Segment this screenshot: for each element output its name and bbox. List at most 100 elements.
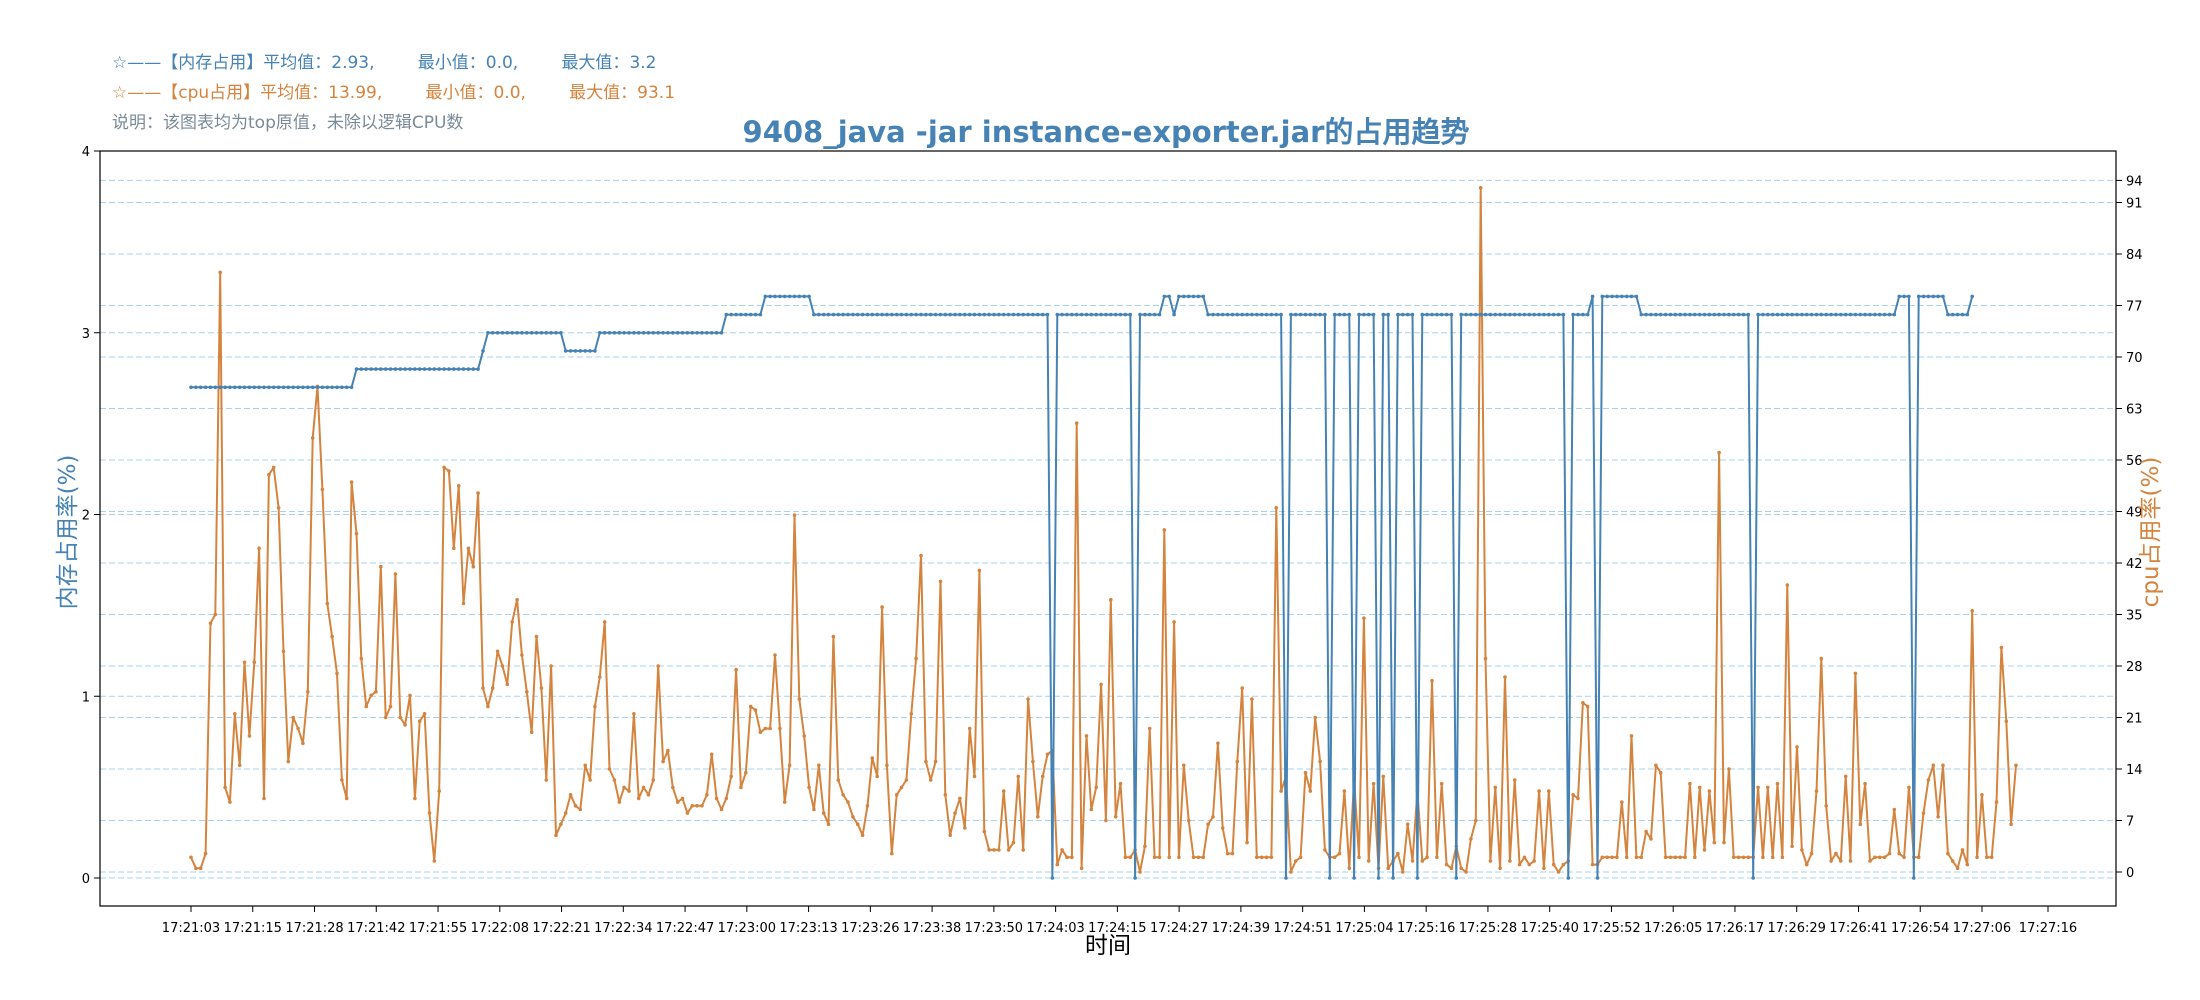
memory-series-point [539, 331, 544, 335]
cpu-series-point [656, 664, 660, 668]
memory-series-point [1882, 312, 1887, 317]
memory-series-point [1707, 312, 1712, 317]
cpu-series-point [627, 789, 631, 793]
cpu-series-point [281, 649, 286, 654]
cpu-series-point [1688, 781, 1692, 786]
cpu-series-point [1109, 598, 1113, 602]
cpu-series-point [1040, 774, 1045, 779]
cpu-series-point [1245, 840, 1249, 845]
cpu-series-point [1405, 822, 1410, 826]
memory-series-point [1415, 876, 1420, 880]
x-tick-label: 17:26:29 [1768, 921, 1826, 936]
memory-series-point [1055, 312, 1060, 317]
x-tick-label: 17:21:28 [285, 921, 343, 936]
cpu-series-point [1206, 822, 1210, 826]
cpu-series-point [1225, 851, 1230, 856]
cpu-series-point [904, 778, 909, 782]
cpu-series-point [1104, 818, 1108, 823]
memory-series-point [1873, 312, 1877, 317]
memory-series-point [1483, 312, 1488, 317]
cpu-series-point [1347, 866, 1352, 871]
memory-series-point [787, 294, 792, 299]
x-tick-label: 17:24:03 [1026, 921, 1084, 936]
y-tick-label-left: 1 [82, 690, 90, 705]
cpu-series-point [218, 270, 222, 275]
cpu-series-point [690, 804, 695, 808]
cpu-series-point [481, 686, 485, 690]
memory-series-point [1235, 312, 1240, 317]
memory-series-point [992, 312, 996, 317]
cpu-series-point [1824, 804, 1828, 808]
cpu-series-point [1712, 840, 1717, 845]
memory-series-point [817, 312, 821, 317]
memory-series-point [1211, 312, 1215, 317]
memory-series-point [398, 367, 403, 371]
memory-series-point [1094, 312, 1098, 317]
cpu-series-point [748, 704, 753, 709]
x-tick-label: 17:27:06 [1953, 921, 2011, 936]
cpu-series-point [1770, 855, 1775, 860]
cpu-series-point [661, 759, 665, 764]
memory-series-point [1590, 294, 1595, 299]
x-tick-label: 17:23:26 [841, 921, 899, 936]
cpu-series-point [427, 811, 432, 815]
cpu-series-point [1128, 855, 1133, 860]
cpu-series-point [1216, 741, 1220, 746]
memory-series-point [481, 349, 485, 353]
cpu-series-point [452, 546, 456, 551]
x-tick-label: 17:24:51 [1273, 921, 1331, 936]
cpu-series-point [340, 778, 344, 782]
cpu-series-point [471, 564, 476, 569]
memory-series-point [714, 331, 719, 335]
memory-series-point [1342, 312, 1347, 317]
cpu-series-point [963, 826, 967, 830]
memory-series-point [466, 367, 471, 371]
cpu-series-point [680, 796, 685, 801]
memory-series-point [1795, 312, 1799, 317]
cpu-series-point [1955, 866, 1960, 871]
y-tick-label-right: 77 [2126, 300, 2143, 315]
memory-series-point [1381, 312, 1386, 317]
memory-series-point [1089, 312, 1094, 317]
memory-series-point [194, 385, 198, 390]
y-tick-label-right: 91 [2126, 197, 2143, 212]
cpu-series-point [1975, 855, 1979, 860]
cpu-series-point [1303, 770, 1308, 775]
memory-series-point [1391, 876, 1395, 880]
x-tick-label: 17:22:08 [471, 921, 529, 936]
memory-series-point [1649, 312, 1653, 317]
cpu-series-point [1873, 855, 1877, 860]
cpu-series-point [1877, 855, 1882, 860]
cpu-series-point [1921, 811, 1926, 815]
memory-series-point [476, 367, 480, 371]
cpu-series-point [1644, 829, 1648, 834]
cpu-series-point [1795, 745, 1799, 749]
memory-series-point [257, 385, 261, 390]
cpu-series-point [1946, 851, 1950, 856]
memory-series-point [1561, 312, 1566, 317]
cpu-series-point [286, 759, 291, 764]
cpu-series-point [1605, 855, 1609, 860]
cpu-series-point [1960, 848, 1965, 852]
cpu-series-point [456, 484, 461, 488]
cpu-series-point [1551, 862, 1556, 867]
memory-series-point [1332, 312, 1337, 317]
memory-series-point [1634, 294, 1639, 299]
memory-series-point [1186, 294, 1191, 299]
memory-series-point [1264, 312, 1269, 317]
memory-series-point [744, 312, 748, 317]
memory-series-point [1099, 312, 1103, 317]
memory-series-point [1697, 312, 1702, 317]
memory-series-point [573, 349, 578, 353]
memory-series-point [1702, 312, 1707, 317]
memory-series-point [1488, 312, 1493, 317]
memory-series-point [568, 349, 573, 353]
memory-series-point [198, 385, 203, 390]
x-tick-label: 17:22:21 [532, 921, 590, 936]
cpu-series-point [1809, 851, 1814, 856]
cpu-series-point [739, 785, 743, 790]
memory-series-point [1113, 312, 1118, 317]
memory-series-point [544, 331, 549, 335]
memory-series-point [1585, 312, 1590, 317]
memory-series-point [578, 349, 583, 353]
